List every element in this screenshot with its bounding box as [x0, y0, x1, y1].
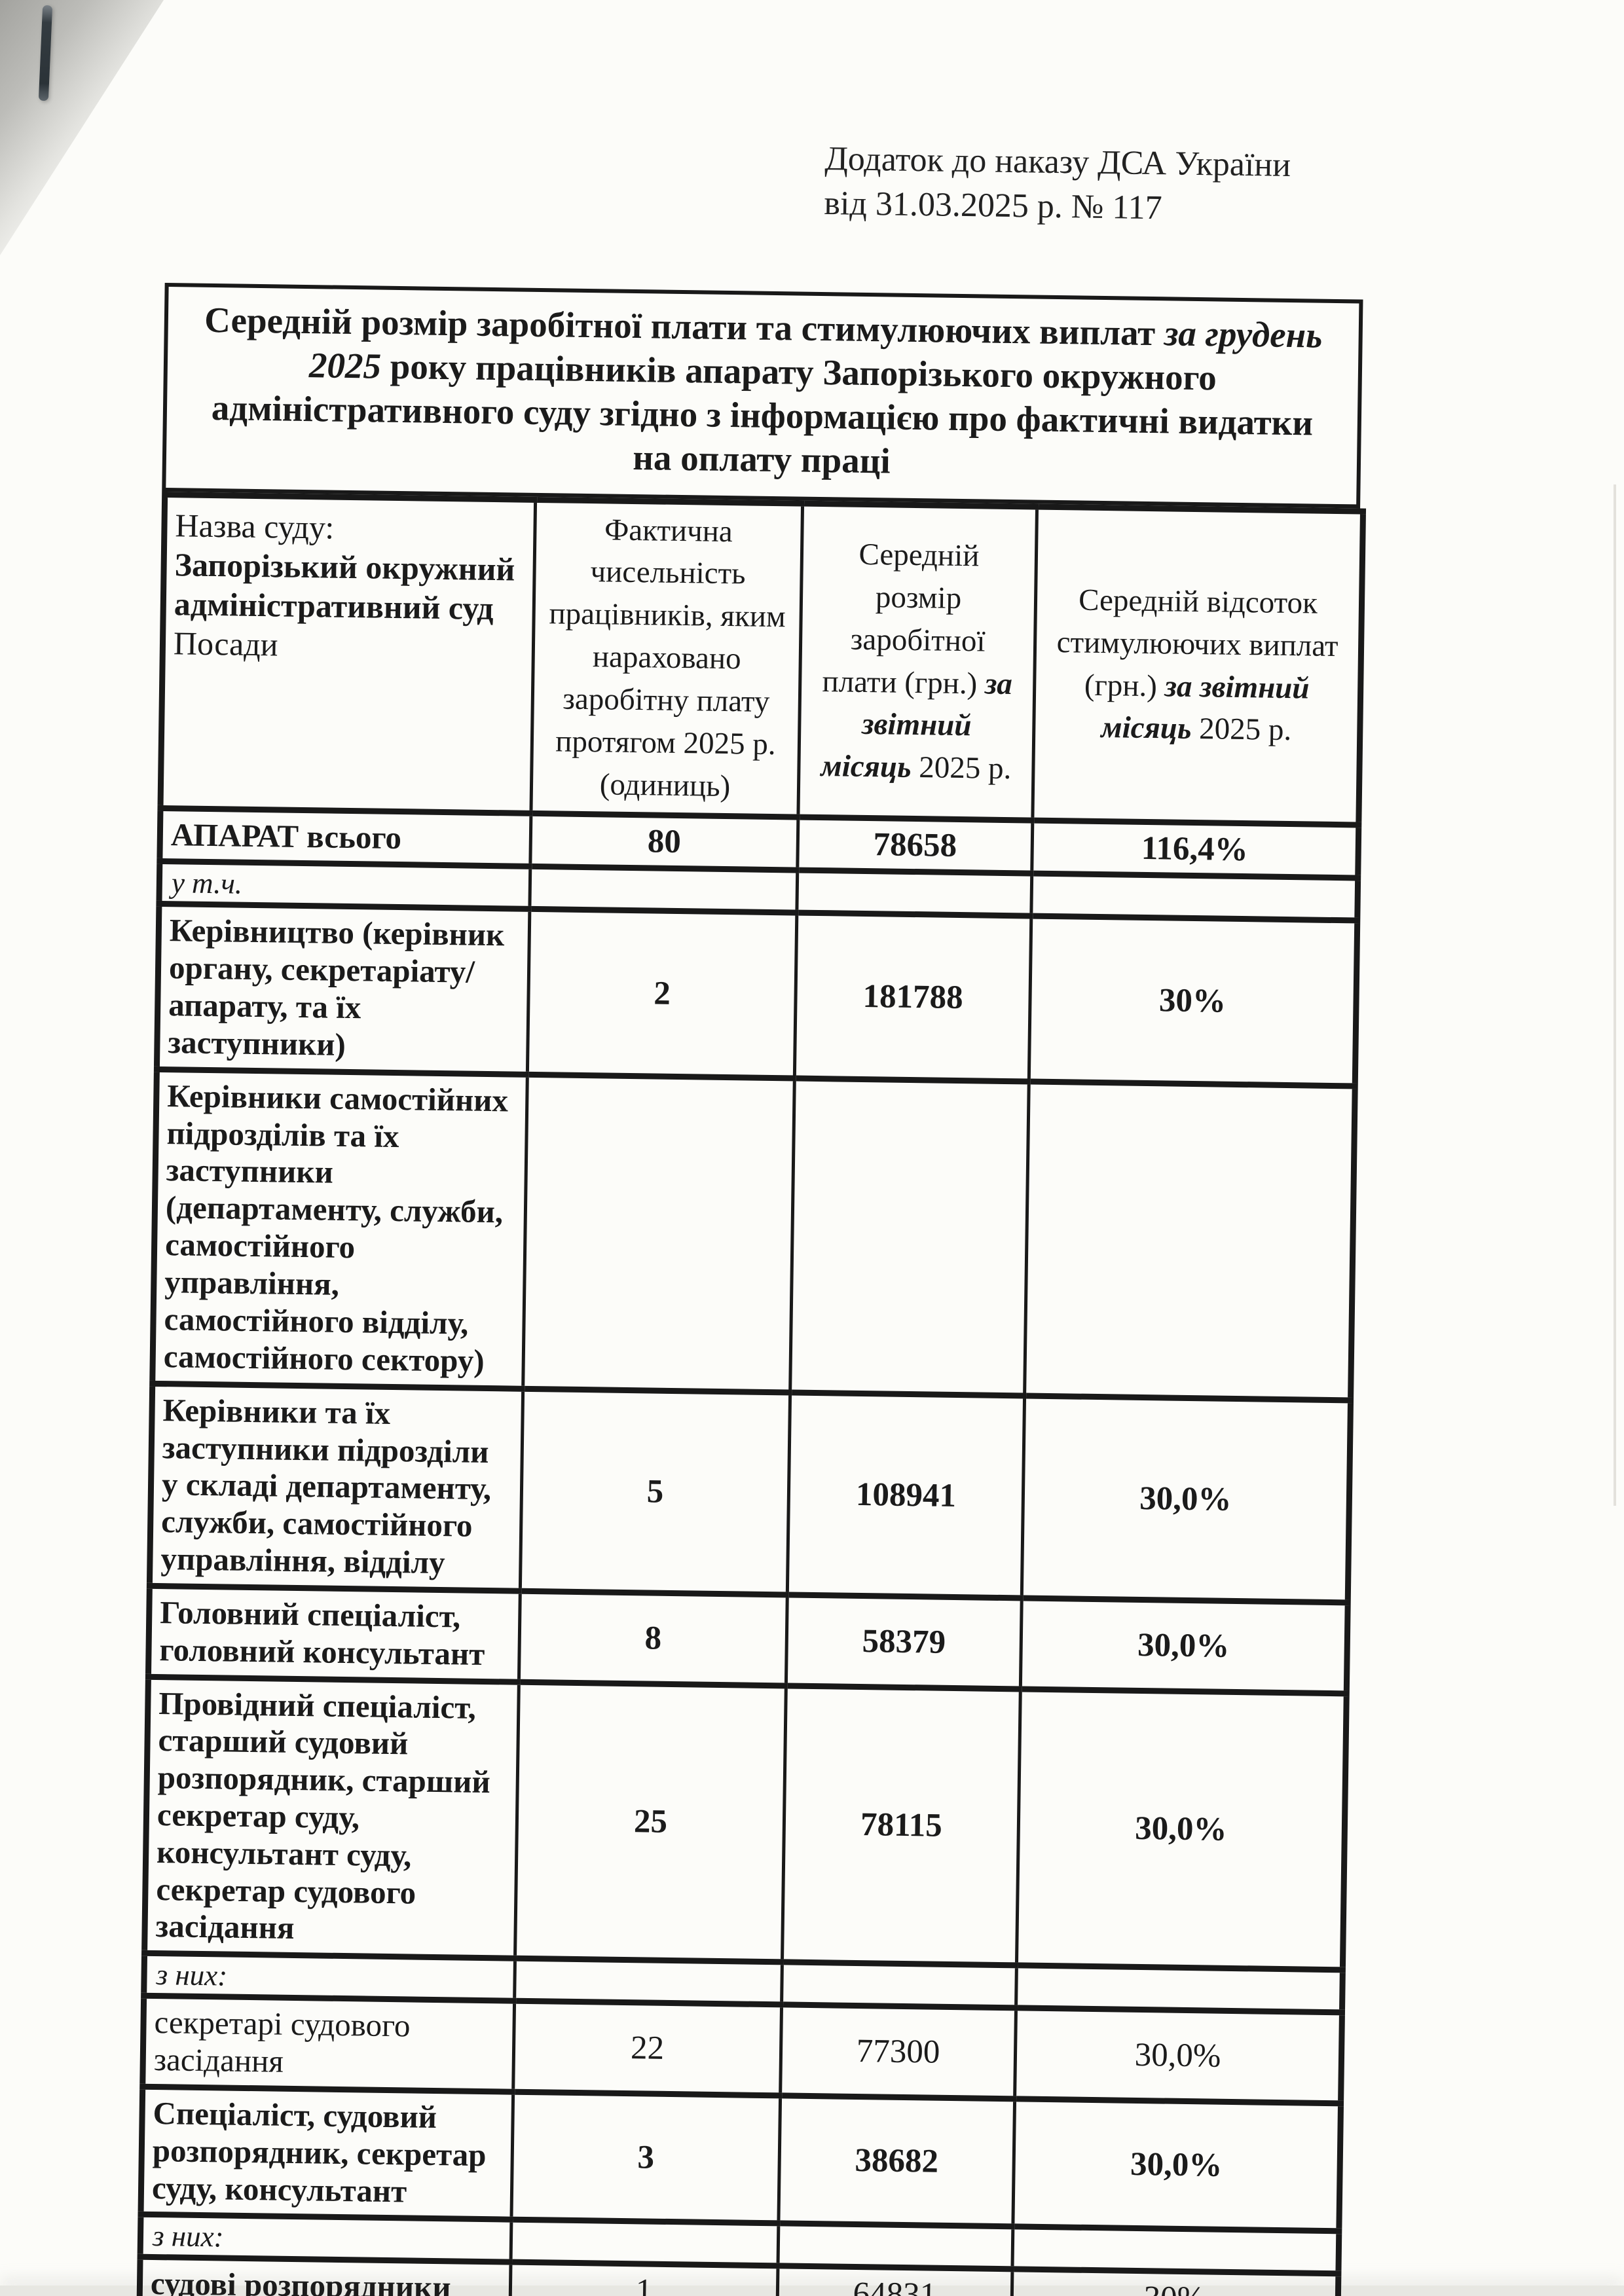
salary-cell: 181788 — [794, 913, 1031, 1082]
salary-cell: 64831 — [777, 2266, 1012, 2296]
position-label-cell: з них: — [143, 1953, 515, 2001]
corner-fold-shadow — [0, 0, 164, 255]
salary-cell: 78658 — [797, 816, 1033, 874]
header-headcount-cell: Фактична чисельність працівників, яким н… — [530, 499, 803, 817]
position-label-cell: судові розпорядники — [139, 2257, 511, 2296]
headcount-cell — [529, 866, 798, 913]
headcount-cell — [511, 2219, 779, 2267]
percent-cell: 30,0% — [1022, 1395, 1351, 1603]
salary-cell: 58379 — [786, 1594, 1022, 1689]
salary-cell: 38682 — [778, 2095, 1015, 2227]
paper-edge-line — [1614, 484, 1616, 1506]
headcount-cell — [514, 1958, 783, 2005]
annex-line-1: Додаток до наказу ДСА України — [824, 140, 1291, 184]
annex-note: Додаток до наказу ДСА України від 31.03.… — [824, 137, 1424, 234]
position-label-cell: Керівники самостійних підрозділів та їх … — [152, 1069, 528, 1389]
salary-cell: 108941 — [787, 1392, 1025, 1598]
header-court-name-cell: Назва суду: Запорізький окружний адмініс… — [160, 494, 536, 813]
percent-cell: 30,0% — [1012, 2098, 1341, 2232]
table-row-independent-unit-heads: Керівники самостійних підрозділів та їх … — [152, 1069, 1356, 1400]
header-avg-bonus-cell: Середній відсоток стимулюючих виплат (гр… — [1032, 506, 1363, 825]
posady-label: Посади — [173, 624, 278, 663]
annex-line-2: від 31.03.2025 р. № 117 — [824, 184, 1162, 227]
document-content: Додаток до наказу ДСА України від 31.03.… — [136, 128, 1424, 2296]
position-label-cell: Провідний спеціаліст, старший судовий ро… — [144, 1676, 519, 1959]
table-row-court-session-secretaries: секретарі судового засідання 22 77300 30… — [142, 1995, 1342, 2104]
table-header-row: Назва суду: Запорізький окружний адмініс… — [160, 494, 1363, 825]
percent-cell: 116,4% — [1031, 820, 1359, 879]
scanner-edge-strip — [0, 2286, 1624, 2296]
header-avg-salary-cell: Середній розмір заробітної плати (грн.) … — [798, 503, 1037, 820]
court-name-prefix: Назва суду: — [175, 506, 335, 546]
percent-cell — [1016, 1965, 1343, 2013]
position-label-cell: з них: — [140, 2214, 511, 2263]
table-row-chief-specialist: Головний спеціаліст, головний консультан… — [148, 1586, 1348, 1694]
table-row-leading-specialist: Провідний спеціаліст, старший судовий ро… — [144, 1676, 1347, 1971]
percent-cell: 30% — [1029, 916, 1357, 1086]
headcount-cell: 22 — [513, 2001, 782, 2096]
salary-cell — [790, 1078, 1029, 1396]
headcount-cell: 1 — [509, 2262, 778, 2296]
percent-cell — [1012, 2227, 1339, 2274]
table-row-management: Керівництво (керівник органу, секретаріа… — [157, 903, 1357, 1086]
percent-cell: 30,0% — [1020, 1597, 1348, 1694]
salary-cell — [777, 2223, 1013, 2270]
table-row-specialist: Спеціаліст, судовий розпорядник, секрета… — [140, 2086, 1341, 2232]
percent-cell: 30% — [1011, 2269, 1338, 2296]
percent-cell: 30,0% — [1014, 2008, 1342, 2104]
salary-cell: 77300 — [780, 2005, 1016, 2099]
position-label-cell: АПАРАТ всього — [159, 808, 531, 867]
salary-table: Назва суду: Запорізький окружний адмініс… — [136, 491, 1367, 2296]
salary-cell — [796, 870, 1032, 917]
position-label-cell: Спеціаліст, судовий розпорядник, секрета… — [140, 2086, 513, 2220]
salary-cell: 78115 — [782, 1685, 1021, 1966]
percent-cell: 30,0% — [1016, 1688, 1347, 1971]
percent-cell — [1031, 873, 1358, 921]
court-name: Запорізький окружний адміністративний су… — [174, 545, 515, 627]
position-label-cell: Керівництво (керівник органу, секретаріа… — [157, 903, 530, 1075]
headcount-cell: 3 — [511, 2092, 781, 2224]
position-label-cell: Головний спеціаліст, головний консультан… — [148, 1586, 521, 1682]
headcount-cell: 80 — [530, 812, 798, 871]
position-label-cell: у т.ч. — [158, 861, 530, 909]
position-label-cell: Керівники та їх заступники підрозділи у … — [149, 1383, 523, 1592]
position-label-cell: секретарі судового засідання — [142, 1995, 515, 2092]
headcount-cell: 25 — [515, 1681, 786, 1963]
percent-cell — [1024, 1081, 1356, 1400]
headcount-cell: 5 — [520, 1388, 790, 1595]
avg-bonus-header-tail: 2025 р. — [1191, 712, 1292, 748]
headcount-cell: 2 — [527, 909, 797, 1078]
salary-cell — [781, 1962, 1017, 2009]
table-row-unit-heads-within: Керівники та їх заступники підрозділи у … — [149, 1383, 1351, 1603]
headcount-cell — [523, 1074, 795, 1393]
avg-salary-header-text: Середній розмір заробітної плати (грн.) — [822, 537, 986, 701]
avg-salary-header-tail: 2025 р. — [911, 750, 1012, 786]
document-title: Середній розмір заробітної плати та стим… — [162, 283, 1363, 509]
headcount-cell: 8 — [519, 1591, 788, 1686]
